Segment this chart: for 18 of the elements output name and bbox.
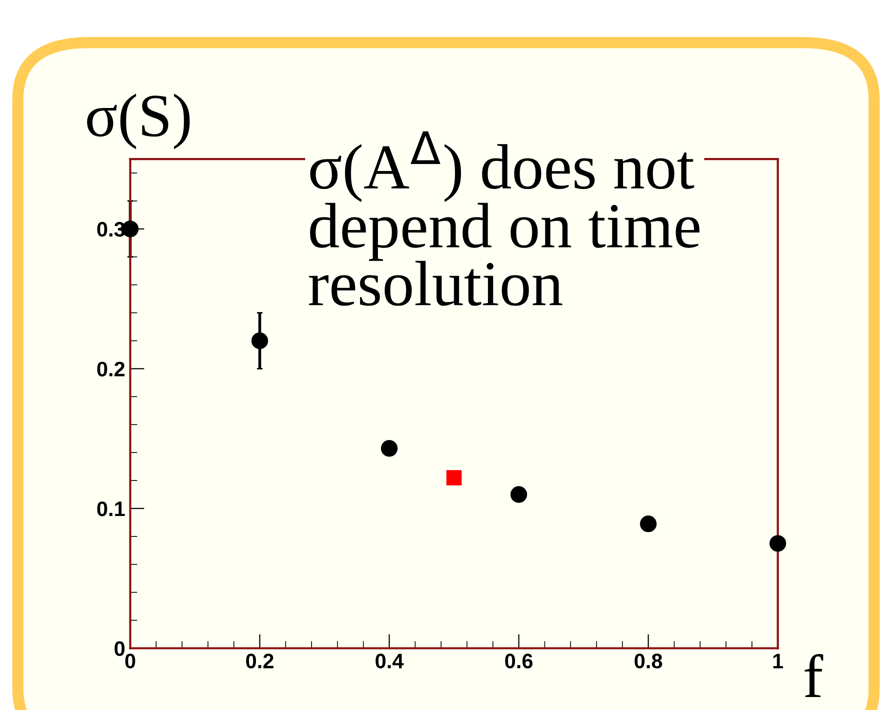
x-tick-label: 1 xyxy=(773,654,784,668)
x-tick-label: 0.2 xyxy=(246,654,274,668)
y-tick-label: 0 xyxy=(114,641,125,656)
point xyxy=(380,440,398,457)
y-tick-label: 0.2 xyxy=(97,362,125,376)
point xyxy=(446,470,462,486)
point xyxy=(251,332,268,350)
y-axis-title: σ(S) xyxy=(87,94,190,150)
x-tick-label: 0.8 xyxy=(634,654,662,668)
annotation: σ(A$^{Δ}$) does not depend on time resolution xyxy=(309,131,700,306)
x-tick-label: 0 xyxy=(125,654,136,668)
x-tick-label: 0.4 xyxy=(376,654,404,668)
point xyxy=(510,486,528,503)
y-tick-label: 0.1 xyxy=(97,501,125,516)
x-axis-title: f xyxy=(804,654,824,697)
x-tick-label: 0.6 xyxy=(505,654,533,668)
point xyxy=(640,516,657,532)
point xyxy=(769,535,786,552)
